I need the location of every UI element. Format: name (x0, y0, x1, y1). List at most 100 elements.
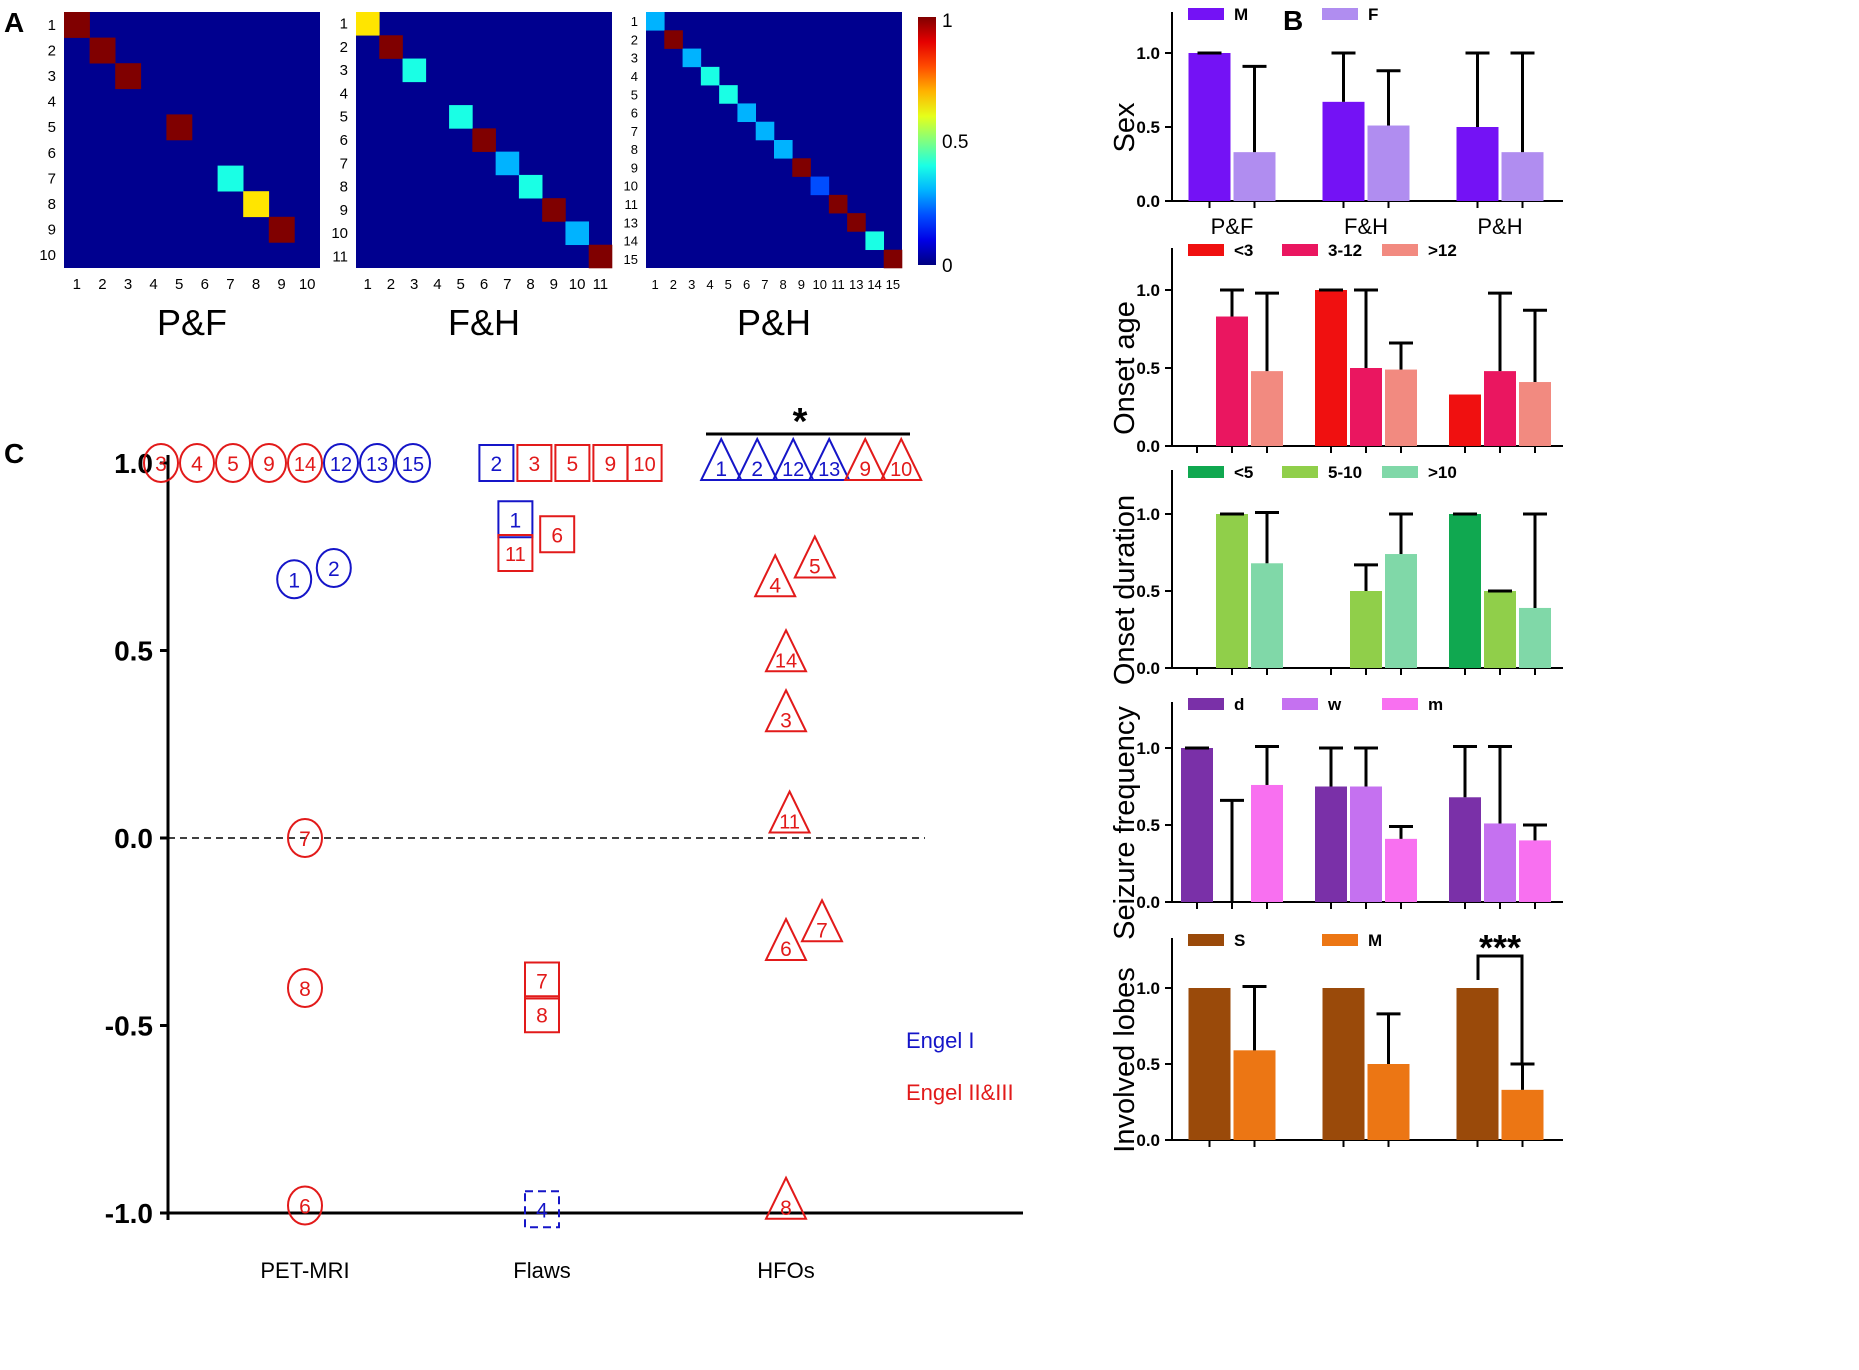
b4-bar-S (1456, 988, 1499, 1140)
heatmap-3-cell-3 (682, 48, 702, 68)
heatmap-3-col-label: 2 (670, 277, 677, 292)
c-marker-square (516, 444, 553, 482)
c-marker-label: 13 (818, 459, 840, 481)
b2-legend-label: <5 (1234, 463, 1253, 482)
c-marker-triangle (800, 897, 844, 943)
heatmap-1-row-label: 1 (48, 17, 56, 34)
b0-bar-M (1188, 53, 1231, 201)
c-marker-label: 9 (605, 453, 617, 476)
heatmap-1-cell-2 (89, 37, 116, 64)
heatmap-1-row-label: 8 (48, 196, 56, 213)
heatmap-3-row-label: 5 (631, 87, 638, 102)
c-marker-label: 1 (288, 569, 300, 592)
heatmap-2-row-label: 5 (340, 109, 348, 126)
c-marker-triangle (753, 552, 797, 598)
c-marker-label: 10 (633, 454, 655, 476)
c-legend-engel1: Engel I (906, 1028, 975, 1053)
c-marker-square (478, 444, 515, 482)
b0-bar-F (1367, 125, 1410, 201)
heatmap-1-col-label: 3 (124, 276, 132, 293)
heatmap-2-col-label: 9 (550, 276, 558, 293)
b2-y-tick-label: 0.5 (1136, 582, 1160, 601)
heatmap-2-cell-9 (542, 198, 566, 222)
b4-bar-S (1322, 988, 1365, 1140)
c-marker-label: 5 (567, 453, 579, 476)
heatmap-2-row-label: 2 (340, 39, 348, 56)
heatmap-3-col-label: 10 (812, 277, 826, 292)
heatmap-1-col-label: 7 (226, 276, 234, 293)
heatmap-2-col-label: 2 (387, 276, 395, 293)
heatmap-1-row-label: 2 (48, 42, 56, 59)
heatmap-1-col-label: 10 (299, 276, 316, 293)
panel-b-letter: B (1283, 5, 1303, 36)
b2-legend-swatch (1282, 466, 1318, 478)
heatmap-1-col-label: 1 (73, 276, 81, 293)
heatmap-1-col-label: 6 (201, 276, 209, 293)
c-marker-triangle (843, 436, 887, 481)
heatmap-3-col-label: 5 (725, 277, 732, 292)
heatmap-1-col-label: 2 (98, 276, 106, 293)
b3-y-tick-label: 0.0 (1136, 893, 1160, 912)
heatmap-3-col-label: 8 (780, 277, 787, 292)
heatmap-2-row-label: 8 (340, 179, 348, 196)
c-marker-label: 2 (751, 458, 763, 481)
b2-bar->10 (1251, 563, 1283, 668)
c-marker-triangle (735, 436, 779, 481)
colorbar (918, 17, 936, 265)
b1-bar->12 (1251, 371, 1283, 446)
colorbar-tick-mid: 0.5 (942, 132, 968, 153)
b0-y-tick-label: 0.5 (1136, 118, 1160, 137)
c-marker-label: 7 (816, 919, 828, 942)
heatmap-3-col-label: 11 (831, 277, 845, 292)
heatmap-2-col-label: 11 (593, 276, 609, 293)
c-marker-label: 6 (780, 938, 792, 961)
heatmap-1-cell-9 (268, 216, 295, 243)
heatmap-3-cell-14 (865, 231, 885, 251)
b4-bar-M (1501, 1089, 1544, 1140)
heatmap-2-row-label: 11 (332, 248, 348, 265)
heatmap-3-cell-10 (810, 176, 830, 196)
heatmap-1-col-label: 5 (175, 276, 183, 293)
heatmap-1-row-label: 3 (48, 68, 56, 85)
c-marker-label: 3 (155, 453, 167, 476)
heatmap-3-col-label: 15 (886, 277, 900, 292)
c-marker-label: 7 (299, 828, 311, 851)
heatmap-1-title: P&F (157, 302, 227, 343)
heatmap-3-cell-6 (737, 103, 757, 123)
b2-y-tick-label: 0.0 (1136, 659, 1160, 678)
heatmap-2-cell-8 (518, 174, 543, 199)
b1-bar-3-12 (1484, 371, 1516, 446)
heatmap-1-cell-1 (64, 12, 90, 38)
heatmap-3-row-label: 14 (624, 234, 638, 249)
c-marker-label: 8 (536, 1004, 548, 1027)
heatmap-2-title: F&H (448, 302, 520, 343)
c-marker-circle (395, 443, 431, 483)
b3-legend-label: w (1327, 695, 1342, 714)
c-marker-label: 4 (191, 453, 203, 476)
c-marker-label: 10 (890, 459, 912, 481)
c-marker-label: 11 (779, 812, 800, 834)
b1-bar-3-12 (1350, 368, 1382, 446)
heatmap-1-cell-8 (243, 191, 270, 218)
c-marker-circle (359, 443, 395, 483)
b3-bar-w (1350, 786, 1382, 902)
heatmap-3-col-label: 7 (761, 277, 768, 292)
heatmap-2-row-label: 1 (340, 16, 348, 33)
b0-category-label: F&H (1344, 214, 1388, 239)
b2-legend-label: 5-10 (1328, 463, 1362, 482)
b0-y-label: Sex (1109, 102, 1141, 152)
c-marker-label: 15 (402, 454, 424, 476)
heatmap-3-cell-7 (755, 121, 775, 141)
b3-bar-d (1181, 748, 1213, 902)
c-marker-label: 6 (551, 524, 563, 547)
c-marker-triangle (879, 436, 923, 481)
heatmap-3-row-label: 3 (631, 51, 638, 66)
heatmap-3-col-label: 9 (798, 277, 805, 292)
b0-category-label: P&H (1477, 214, 1522, 239)
heatmap-1-row-label: 4 (48, 94, 56, 111)
heatmap-1-row-label: 10 (39, 247, 56, 264)
b1-legend-swatch (1188, 244, 1224, 256)
c-marker-label: 8 (299, 978, 311, 1001)
